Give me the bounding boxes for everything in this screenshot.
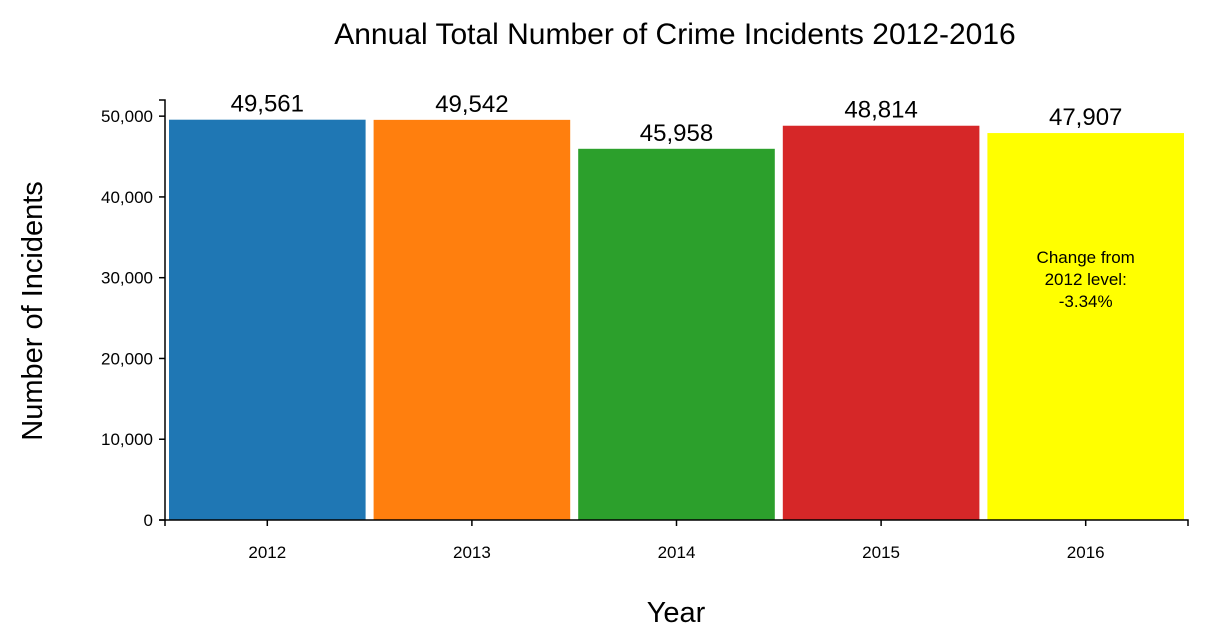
bar-value-label-2012: 49,561: [231, 91, 304, 118]
chart-title: Annual Total Number of Crime Incidents 2…: [334, 18, 1016, 51]
bar-2015: [782, 125, 980, 520]
annotation-line: 2012 level:: [1045, 270, 1127, 289]
y-tick-label: 40,000: [101, 188, 153, 207]
x-tick-label-2014: 2014: [658, 543, 696, 562]
annotation-line: -3.34%: [1059, 292, 1113, 311]
x-tick-label-2015: 2015: [862, 543, 900, 562]
annotation-line: Change from: [1037, 248, 1135, 267]
x-tick-label-2016: 2016: [1067, 543, 1105, 562]
bar-value-label-2016: 47,907: [1049, 104, 1122, 131]
change-annotation: Change from 2012 level: -3.34%: [1037, 248, 1135, 311]
bar-2016: [987, 133, 1184, 521]
x-axis: 2012 2013 2014 2015 2016: [164, 519, 1189, 562]
y-tick-label: 20,000: [101, 349, 153, 368]
bar-2014: [578, 148, 775, 520]
x-axis-label: Year: [647, 597, 706, 629]
bar-2013: [373, 119, 571, 520]
bars-layer: [169, 119, 1184, 521]
x-tick-label-2012: 2012: [248, 543, 286, 562]
y-tick-label: 0: [144, 511, 153, 530]
y-axis-line: [159, 99, 166, 521]
y-tick-label: 30,000: [101, 269, 153, 288]
y-axis-label: Number of Incidents: [17, 181, 49, 441]
x-tick-label-2013: 2013: [453, 543, 491, 562]
bar-value-labels: 49,561 49,542 45,958 48,814 47,907: [231, 91, 1123, 147]
y-tick-label: 10,000: [101, 430, 153, 449]
bar-value-label-2013: 49,542: [435, 91, 508, 118]
bar-value-label-2015: 48,814: [844, 97, 917, 124]
bar-2012: [169, 119, 366, 520]
y-axis: 0 10,000 20,000 30,000 40,000 50,000: [101, 99, 166, 530]
bar-value-label-2014: 45,958: [640, 120, 713, 147]
y-tick-label: 50,000: [101, 107, 153, 126]
